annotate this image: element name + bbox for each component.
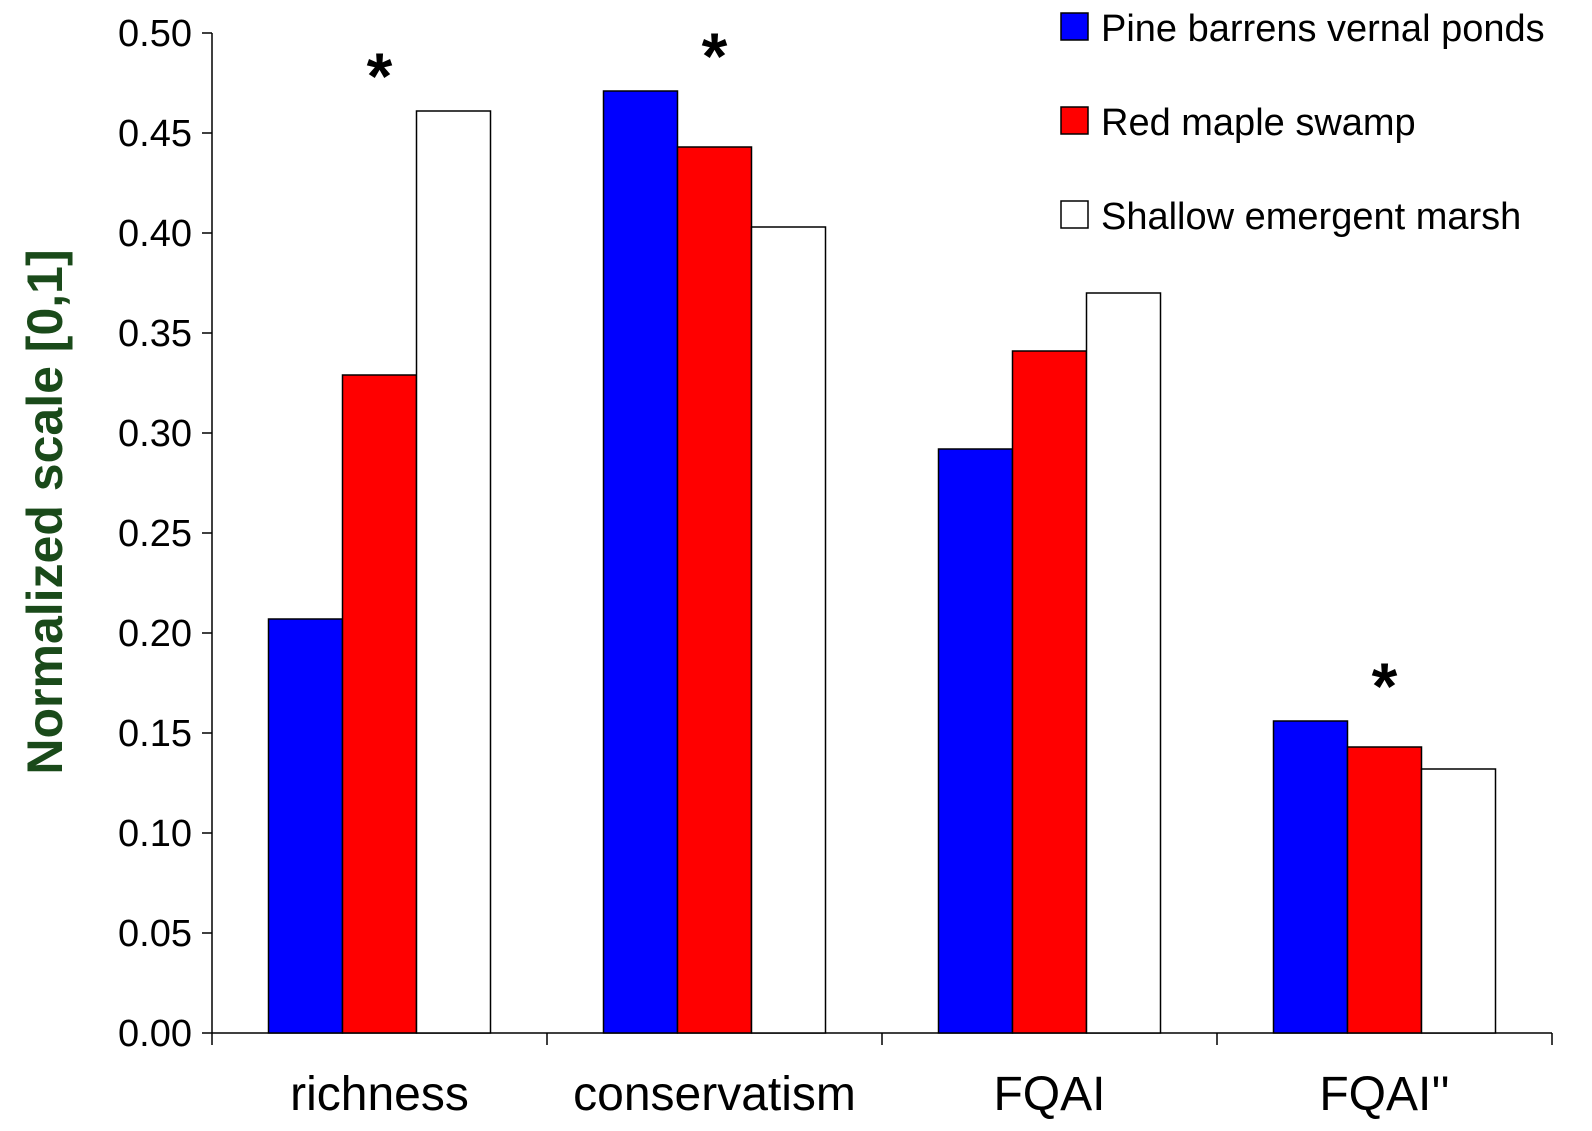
- x-category-label: richness: [290, 1068, 469, 1121]
- x-category-label: FQAI: [993, 1068, 1105, 1121]
- y-tick-label: 0.10: [118, 813, 192, 855]
- y-tick-label: 0.35: [118, 313, 192, 355]
- y-tick-label: 0.05: [118, 913, 192, 955]
- bar: [1085, 292, 1162, 1034]
- y-tick-label: 0.25: [118, 513, 192, 555]
- significance-star: *: [1372, 649, 1398, 723]
- x-category-label: conservatism: [573, 1068, 856, 1121]
- y-tick-label: 0.50: [118, 13, 192, 55]
- y-tick-label: 0.20: [118, 613, 192, 655]
- bar: [750, 226, 827, 1034]
- x-axis: richness conservatism FQAI FQAI'': [211, 1032, 1553, 1121]
- legend-swatch: [1060, 106, 1089, 135]
- significance-star: *: [367, 39, 393, 113]
- x-category-label: FQAI'': [1319, 1068, 1449, 1121]
- bar: [267, 618, 344, 1034]
- bar: [1011, 350, 1088, 1034]
- legend-swatch: [1060, 12, 1089, 41]
- bar: [415, 110, 492, 1034]
- legend: Pine barrens vernal ponds Red maple swamp…: [1060, 8, 1545, 238]
- y-axis-label: Normalized scale [0,1]: [17, 249, 73, 774]
- y-axis: 0.00 0.05 0.10 0.15 0.20 0.25 0.30 0.35 0.40 0.45…: [118, 13, 213, 1055]
- significance-markers: * * *: [367, 19, 1398, 723]
- y-tick-label: 0.40: [118, 213, 192, 255]
- bar: [602, 90, 679, 1034]
- bar: [937, 448, 1014, 1034]
- bar: [1420, 768, 1497, 1034]
- bars: [267, 90, 1497, 1034]
- bar: [1272, 720, 1349, 1034]
- significance-star: *: [702, 19, 728, 93]
- legend-label: Pine barrens vernal ponds: [1101, 8, 1545, 50]
- y-tick-label: 0.30: [118, 413, 192, 455]
- legend-label: Red maple swamp: [1101, 102, 1416, 144]
- legend-swatch: [1060, 200, 1089, 229]
- bar: [676, 146, 753, 1034]
- y-tick-label: 0.00: [118, 1013, 192, 1055]
- legend-label: Shallow emergent marsh: [1101, 196, 1521, 238]
- y-tick-label: 0.45: [118, 113, 192, 155]
- bar: [341, 374, 418, 1034]
- bar: [1346, 746, 1423, 1034]
- y-tick-label: 0.15: [118, 713, 192, 755]
